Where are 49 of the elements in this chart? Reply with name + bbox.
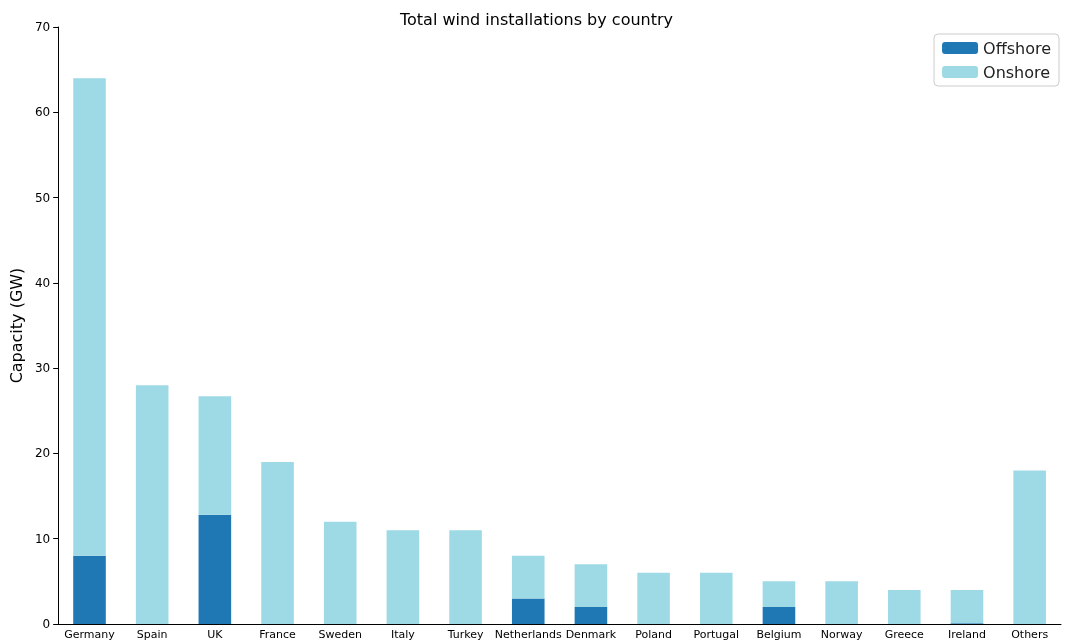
bar bbox=[950, 589, 984, 624]
bar bbox=[198, 514, 232, 624]
x-tick-label: Portugal bbox=[693, 628, 740, 641]
bar bbox=[73, 555, 106, 624]
y-tick-label: 30 bbox=[34, 361, 51, 376]
x-tick-label: Sweden bbox=[318, 628, 362, 641]
bar bbox=[198, 396, 232, 515]
x-tick-label: Poland bbox=[635, 628, 672, 641]
bar bbox=[73, 78, 106, 556]
bar bbox=[1013, 470, 1046, 624]
bar bbox=[511, 598, 545, 624]
x-tick-label: Belgium bbox=[756, 628, 802, 641]
x-tick-label: Germany bbox=[64, 628, 116, 641]
bar bbox=[511, 555, 545, 599]
x-tick-label: Ireland bbox=[947, 628, 987, 641]
bar bbox=[637, 572, 670, 624]
bar bbox=[825, 581, 858, 624]
bar bbox=[762, 581, 796, 607]
x-tick-label: Greece bbox=[884, 628, 925, 641]
x-tick-label: Norway bbox=[820, 628, 863, 641]
y-tick-label: 20 bbox=[34, 446, 51, 461]
y-tick-label: 0 bbox=[42, 617, 51, 631]
x-tick-label: Italy bbox=[390, 628, 416, 641]
x-tick-label: Denmark bbox=[565, 628, 617, 641]
x-tick-label: Spain bbox=[136, 628, 168, 641]
y-axis-title: Capacity (GW) bbox=[6, 267, 26, 384]
bar bbox=[574, 564, 608, 607]
legend-label: Onshore bbox=[983, 62, 1051, 82]
bar bbox=[888, 589, 921, 624]
y-tick-label: 40 bbox=[34, 275, 51, 290]
bar bbox=[135, 385, 169, 624]
y-tick-label: 70 bbox=[34, 20, 51, 34]
legend-label: Offshore bbox=[983, 38, 1051, 58]
x-tick-label: Netherlands bbox=[494, 628, 563, 641]
bar bbox=[323, 521, 357, 624]
bar bbox=[261, 461, 294, 624]
bar bbox=[574, 606, 608, 624]
bar bbox=[449, 530, 482, 624]
bar bbox=[699, 572, 733, 624]
x-tick-label: Others bbox=[1011, 628, 1049, 641]
x-tick-label: Turkey bbox=[446, 628, 484, 641]
bar bbox=[762, 606, 796, 624]
chart-title: Total wind installations by country bbox=[398, 9, 674, 29]
y-tick-label: 50 bbox=[34, 190, 51, 205]
x-tick-label: UK bbox=[207, 628, 224, 641]
y-tick-label: 60 bbox=[34, 105, 51, 120]
x-tick-label: France bbox=[259, 628, 297, 641]
bar bbox=[386, 530, 420, 624]
y-tick-label: 10 bbox=[34, 531, 51, 546]
